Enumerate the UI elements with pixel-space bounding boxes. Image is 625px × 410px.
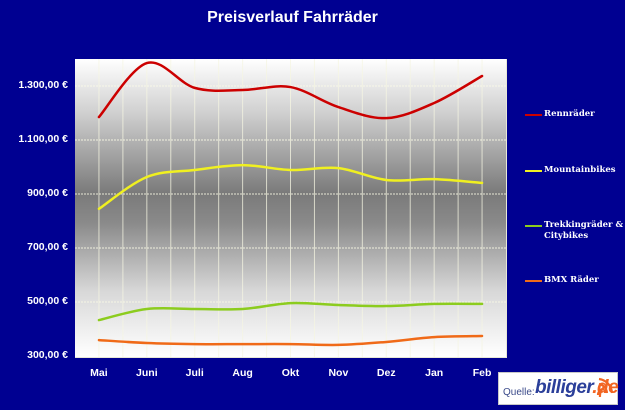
x-tick-label: Nov [328,367,349,379]
chart-title: Preisverlauf Fahrräder [207,9,378,26]
legend-swatch [525,170,542,172]
legend-label: BMX Räder [544,275,599,285]
x-tick-label: Juni [136,367,158,379]
legend-item: Mountainbikes [525,165,624,176]
signal-waves-icon [596,377,614,397]
plot-area [75,59,507,358]
legend-label: Mountainbikes [544,165,616,175]
y-tick-label: 1.300,00 € [18,79,68,91]
source-logo: Quelle: billiger.de [498,372,619,405]
x-tick-label: Mai [90,367,108,379]
legend-item: Rennräder [525,109,624,120]
y-tick-label: 700,00 € [27,241,68,253]
legend-swatch [525,114,542,116]
x-tick-label: Aug [232,367,253,379]
x-tick-label: Feb [472,367,492,379]
source-label: Quelle: [503,387,535,398]
x-tick-label: Dez [376,367,396,379]
y-tick-label: 500,00 € [27,295,68,307]
legend-label: Trekkingräder & Citybikes [544,220,624,241]
legend-swatch [525,280,542,282]
legend-swatch [525,225,542,227]
y-tick-label: 1.100,00 € [18,133,68,145]
series-line [97,61,484,120]
series-line [97,301,484,322]
legend-label: Rennräder [544,109,595,119]
series-line [97,163,484,211]
legend-item: Trekkingräder & Citybikes [525,220,624,242]
x-tick-label: Okt [281,367,300,379]
x-tick-label: Jan [425,367,444,379]
y-tick-label: 900,00 € [27,187,68,199]
y-tick-label: 300,00 € [27,349,68,361]
x-tick-label: Juli [185,367,204,379]
chart-lines [75,59,506,357]
series-line [97,334,484,347]
legend-item: BMX Räder [525,275,624,286]
